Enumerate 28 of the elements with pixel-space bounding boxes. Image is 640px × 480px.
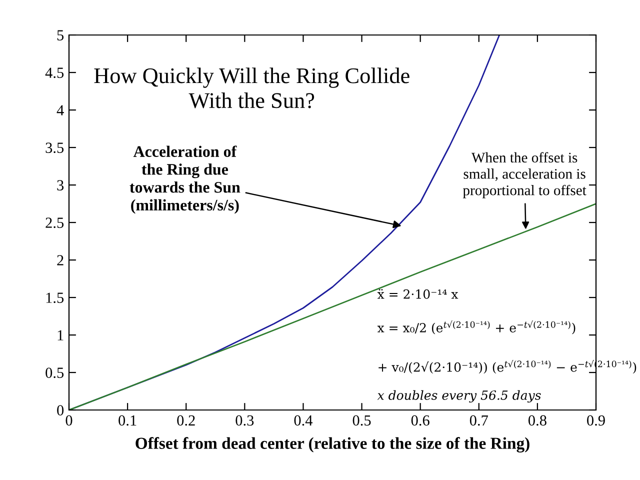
x-axis-title: Offset from dead center (relative to the size of the Ring) — [136, 437, 530, 452]
annotation: When the offset is small, acceleration is proportional to offset — [462, 152, 586, 198]
x-tick-label: 0.4 — [294, 415, 313, 426]
annotation: ẍ = 2·10⁻¹⁴ x — [377, 289, 458, 299]
y-tick-label: 3 — [57, 180, 64, 190]
y-tick-label: 4.5 — [45, 68, 64, 78]
y-tick-label: 1.5 — [46, 292, 64, 304]
x-tick-label: 0.2 — [177, 415, 195, 426]
y-tick-label: 5 — [57, 30, 64, 40]
y-tick-label: 0.5 — [46, 368, 64, 378]
x-tick-label: 0.6 — [411, 415, 430, 426]
y-tick-label: 1 — [58, 330, 64, 340]
x-tick-label: 0.1 — [118, 415, 136, 426]
x-tick-label: 0.3 — [236, 415, 254, 426]
y-tick-label: 2 — [57, 255, 64, 266]
y-tick-label: 4 — [56, 105, 64, 116]
x-tick-label: 0 — [66, 415, 72, 426]
annotation: x doubles every 56.5 days — [377, 390, 541, 402]
x-tick-label: 0.9 — [587, 415, 605, 426]
y-tick-label: 0 — [57, 405, 64, 416]
annotation: x = x₀/2 (e$^{t√(2·10⁻¹⁴)}$ + e$^{−t√(2·10⁻¹⁴)}$) — [377, 320, 576, 334]
x-tick-label: 0.8 — [528, 415, 546, 426]
y-tick-label: 3.5 — [46, 142, 64, 154]
annotation: Acceleration of the Ring due towards the Sun (millimeters/s/s) — [130, 146, 240, 214]
x-tick-label: 0.7 — [470, 415, 488, 426]
y-tick-label: 2.5 — [46, 218, 64, 228]
text: How Quickly Will the Ring Collide With the Sun? — [94, 68, 410, 108]
x-tick-label: 0.5 — [352, 415, 371, 426]
